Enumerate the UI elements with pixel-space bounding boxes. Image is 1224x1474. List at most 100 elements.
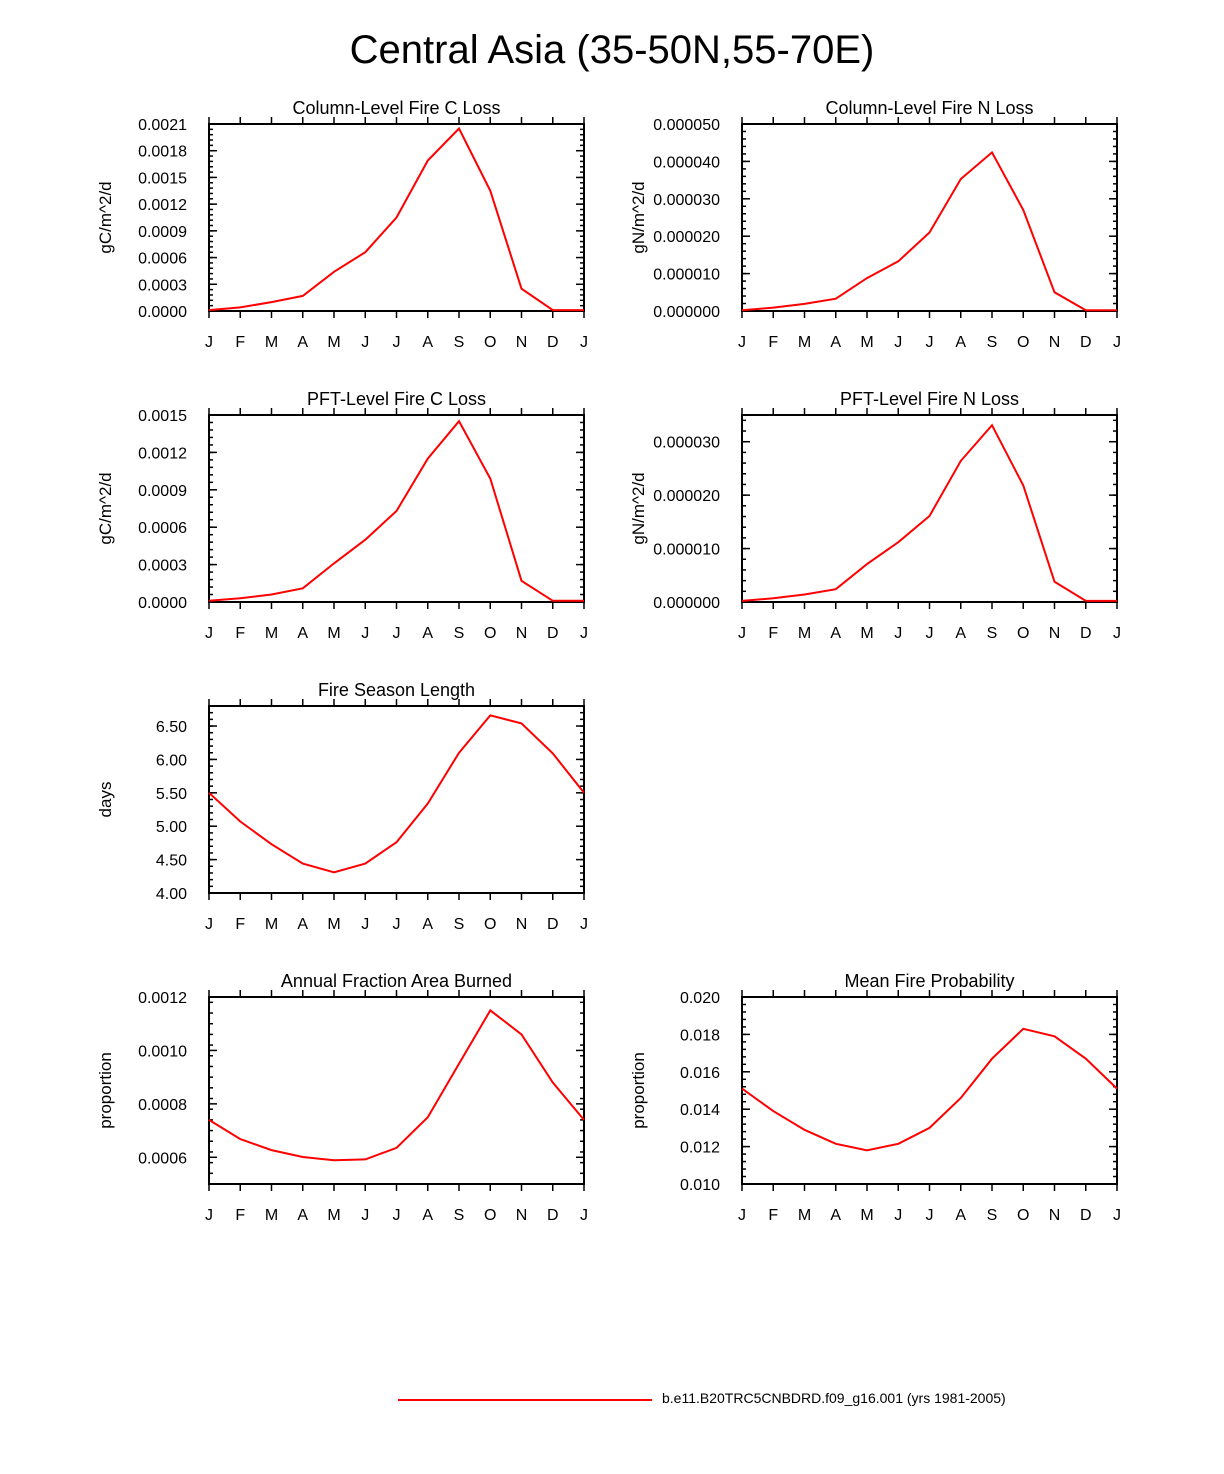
y-tick-label: 0.000000 (653, 595, 720, 612)
x-tick-label: S (987, 625, 998, 642)
y-tick-label: 0.0000 (138, 595, 187, 612)
y-axis-label: gC/m^2/d (96, 472, 115, 544)
x-tick-label: J (926, 625, 934, 642)
x-tick-label: J (1113, 1207, 1121, 1224)
x-tick-label: M (265, 334, 278, 351)
y-tick-label: 0.000020 (653, 229, 720, 246)
series-line-1 (741, 423, 1117, 602)
y-tick-label: 0.014 (680, 1102, 720, 1119)
chart-title: PFT-Level Fire C Loss (307, 389, 486, 409)
x-tick-label: S (987, 1207, 998, 1224)
x-tick-label: F (235, 334, 245, 351)
y-axis-label: gN/m^2/d (629, 181, 648, 253)
x-tick-label: O (1017, 625, 1029, 642)
x-tick-label: A (955, 334, 966, 351)
x-tick-label: J (738, 1207, 746, 1224)
chart-title: Fire Season Length (318, 680, 475, 700)
x-tick-label: J (361, 916, 369, 933)
x-tick-label: A (422, 916, 433, 933)
y-tick-label: 0.0015 (138, 170, 187, 187)
plot-frame (208, 705, 585, 894)
x-tick-label: A (830, 334, 841, 351)
chart-panel-4: J F M A M J J A S O N D J 0.000000 0.000010 0.000020 0.0… (629, 389, 1121, 642)
x-tick-label: O (484, 1207, 496, 1224)
y-tick-label: 0.0021 (138, 117, 187, 134)
chart-title: Annual Fraction Area Burned (281, 971, 512, 991)
x-tick-label: F (768, 625, 778, 642)
x-tick-label: S (987, 334, 998, 351)
x-tick-label: F (235, 625, 245, 642)
y-tick-label: 5.50 (156, 786, 187, 803)
x-tick-label: J (1113, 334, 1121, 351)
x-tick-label: D (547, 916, 559, 933)
x-tick-label: A (297, 916, 308, 933)
x-tick-label: A (422, 1207, 433, 1224)
x-tick-label: M (860, 1207, 873, 1224)
x-tick-label: F (235, 1207, 245, 1224)
x-tick-label: S (454, 916, 465, 933)
chart-title: Mean Fire Probability (844, 971, 1014, 991)
y-tick-label: 0.0012 (138, 197, 187, 214)
x-tick-label: A (297, 334, 308, 351)
y-tick-label: 4.50 (156, 853, 187, 870)
y-axis-label: proportion (629, 1052, 648, 1129)
plot-frame (741, 996, 1118, 1185)
x-tick-label: J (205, 1207, 213, 1224)
x-tick-label: M (265, 916, 278, 933)
x-tick-label: M (860, 625, 873, 642)
x-tick-label: A (422, 334, 433, 351)
page-title: Central Asia (35-50N,55-70E) (349, 28, 875, 72)
x-tick-label: J (205, 334, 213, 351)
chart-title: Column-Level Fire N Loss (825, 98, 1033, 118)
chart-panel-2: J F M A M J J A S O N D J 0.000000 0.000010 0.000020 0.0… (629, 98, 1121, 351)
y-tick-label: 0.0015 (138, 408, 187, 425)
legend-label: b.e11.B20TRC5CNBDRD.f09_g16.001 (yrs 198… (662, 1390, 1006, 1406)
legend-line-swatch (398, 1399, 652, 1401)
x-tick-label: F (768, 334, 778, 351)
chart-panel-1: J F M A M J J A S O N D J 0.0000 0.0003 0.0006 0.0009 0.0… (96, 98, 588, 351)
x-tick-label: M (798, 625, 811, 642)
plot-frame (208, 414, 585, 603)
x-tick-label: A (955, 1207, 966, 1224)
x-tick-label: M (798, 1207, 811, 1224)
y-tick-label: 0.000030 (653, 435, 720, 452)
x-tick-label: N (516, 1207, 528, 1224)
y-tick-label: 0.000050 (653, 117, 720, 134)
y-tick-label: 0.0010 (138, 1043, 187, 1060)
y-tick-label: 0.018 (680, 1027, 720, 1044)
x-tick-label: F (768, 1207, 778, 1224)
y-tick-label: 0.0006 (138, 520, 187, 537)
x-tick-label: S (454, 1207, 465, 1224)
x-tick-label: O (484, 916, 496, 933)
y-tick-label: 5.00 (156, 819, 187, 836)
x-tick-label: S (454, 334, 465, 351)
y-tick-label: 0.0009 (138, 483, 187, 500)
chart-panel-7: J F M A M J J A S O N D J 0.010 0.012 0.014 0.016 0.018 0.… (629, 971, 1121, 1224)
x-tick-label: J (738, 334, 746, 351)
y-tick-label: 0.016 (680, 1065, 720, 1082)
y-axis-label: gC/m^2/d (96, 181, 115, 253)
y-tick-label: 6.50 (156, 719, 187, 736)
series-line-1 (208, 714, 585, 874)
x-tick-label: J (580, 625, 588, 642)
x-tick-label: F (235, 916, 245, 933)
y-tick-label: 0.0012 (138, 990, 187, 1007)
y-tick-label: 0.020 (680, 990, 720, 1007)
x-tick-label: N (516, 916, 528, 933)
x-tick-label: J (393, 916, 401, 933)
x-tick-label: M (265, 1207, 278, 1224)
series-line-1 (208, 419, 584, 602)
x-tick-label: D (547, 625, 559, 642)
y-tick-label: 0.0003 (138, 277, 187, 294)
y-tick-label: 0.000010 (653, 542, 720, 559)
x-tick-label: A (422, 625, 433, 642)
x-tick-label: J (894, 1207, 902, 1224)
y-tick-label: 0.000040 (653, 154, 720, 171)
x-tick-label: A (955, 625, 966, 642)
y-tick-label: 0.0018 (138, 144, 187, 161)
x-tick-label: J (926, 1207, 934, 1224)
x-tick-label: D (1080, 1207, 1092, 1224)
series-line-1 (741, 1027, 1118, 1152)
x-tick-label: M (327, 334, 340, 351)
x-tick-label: J (205, 916, 213, 933)
